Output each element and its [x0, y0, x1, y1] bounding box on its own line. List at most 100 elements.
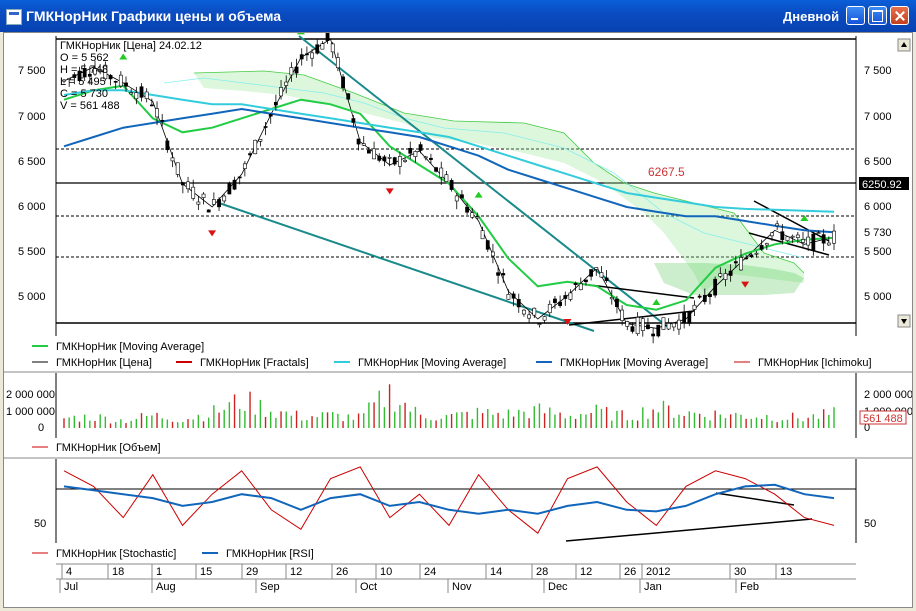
- legend-item: ГМКНорНик [Ichimoku]: [758, 357, 872, 369]
- level-annotation: 6267.5: [648, 165, 685, 179]
- candle-body: [346, 93, 351, 100]
- price-panel[interactable]: ГМКНорНик [Цена] 24.02.12 O = 5 562 H = …: [18, 33, 911, 344]
- candle-body: [398, 156, 402, 167]
- legend-item: ГМКНорНик [Цена]: [56, 357, 152, 369]
- day-label: 18: [112, 566, 124, 578]
- rsi-line: [63, 483, 835, 515]
- candle-body: [563, 295, 568, 299]
- candle-body: [759, 245, 764, 250]
- candle-body: [253, 139, 258, 155]
- candle-body: [811, 233, 816, 251]
- candle-body: [191, 186, 196, 199]
- candle-body: [682, 311, 687, 324]
- day-label: 13: [780, 566, 792, 578]
- candle-body: [351, 118, 356, 123]
- candle-body: [67, 78, 72, 80]
- candle-body: [702, 294, 707, 302]
- month-label: Nov: [452, 581, 472, 593]
- month-label: Oct: [360, 581, 377, 593]
- day-label: 26: [336, 566, 348, 578]
- fractal-up-marker: [474, 191, 483, 198]
- current-price-tag: 6250.92: [862, 179, 902, 191]
- candle-body: [775, 223, 780, 227]
- candle-body: [496, 272, 500, 276]
- chart-window-icon: [6, 9, 22, 25]
- trendline-lower: [218, 202, 595, 332]
- candle-body: [620, 309, 625, 321]
- candle-body: [299, 54, 304, 60]
- day-label: 29: [246, 566, 258, 578]
- month-label: Aug: [156, 581, 176, 593]
- candle-body: [387, 157, 392, 159]
- candle-body: [522, 309, 526, 315]
- ohlc-info-box: ГМКНорНик [Цена] 24.02.12 O = 5 562 H = …: [60, 40, 202, 112]
- candle-body: [542, 316, 547, 321]
- candle-body: [325, 33, 330, 41]
- y-tick: 7 000: [18, 111, 46, 123]
- rsi-trendline-1: [565, 518, 813, 542]
- candle-body: [304, 53, 309, 56]
- candle-body: [175, 162, 180, 175]
- maximize-button[interactable]: [868, 6, 887, 25]
- triangle-line-4: [748, 232, 830, 256]
- candle-body: [408, 147, 413, 154]
- candle-body: [149, 104, 154, 107]
- candle-body: [330, 43, 335, 53]
- candle-body: [124, 82, 128, 87]
- candle-body: [578, 283, 583, 291]
- candle-body: [232, 179, 237, 190]
- candle-body: [315, 44, 320, 54]
- candle-body: [434, 167, 438, 172]
- current-price-tag-bg: [859, 177, 909, 190]
- candle-body: [454, 195, 459, 202]
- candle-body: [294, 66, 299, 74]
- candle-body: [806, 236, 811, 246]
- candle-body: [382, 156, 387, 162]
- candle-body: [227, 182, 232, 195]
- candle-body: [392, 157, 397, 165]
- legend-item: ГМКНорНик [Stochastic]: [56, 548, 176, 560]
- volume-panel[interactable]: 2 000 000 1 000 000 0 2 000 000 1 000 00…: [6, 373, 912, 438]
- candle-body: [460, 194, 464, 199]
- moving-average-blue: [63, 107, 835, 234]
- candle-body: [584, 279, 588, 283]
- candle-body: [72, 74, 77, 78]
- chart-canvas[interactable]: ГМКНорНик [Цена] 24.02.12 O = 5 562 H = …: [4, 33, 912, 607]
- day-label: 12: [580, 566, 592, 578]
- candle-body: [165, 140, 170, 151]
- candle-body: [516, 299, 521, 308]
- candle-body: [268, 114, 273, 117]
- title-bar[interactable]: ГМКНорНик Графики цены и объема Дневной: [0, 0, 916, 32]
- ohlc-header: ГМКНорНик [Цена] 24.02.12: [60, 40, 202, 52]
- price-y-axis-left: 7 500 7 000 6 500 6 000 5 500 5 000: [18, 65, 46, 303]
- candle-body: [129, 92, 134, 95]
- candle-body: [532, 307, 537, 316]
- candle-body: [284, 81, 289, 86]
- price-y-axis-right: 7 500 7 000 6 500 6 000 5 500 5 000 6250…: [859, 65, 909, 303]
- minimize-button[interactable]: [846, 6, 865, 25]
- candle-body: [356, 138, 361, 145]
- candle-body: [656, 324, 661, 337]
- candle-body: [770, 232, 774, 237]
- fractal-down-marker: [741, 281, 750, 288]
- volume-tag: 561 488: [863, 413, 903, 425]
- candle-body: [801, 239, 805, 243]
- candle-body: [470, 212, 475, 218]
- candle-body: [640, 318, 645, 331]
- volume-legend: ГМКНорНик [Объем]: [32, 442, 161, 454]
- chart-client-area[interactable]: ГМКНорНик [Цена] 24.02.12 O = 5 562 H = …: [3, 32, 913, 608]
- oscillator-panel[interactable]: 50 50: [34, 459, 876, 543]
- volume-y-tick: 2 000 000: [6, 389, 55, 401]
- fractal-down-marker: [208, 230, 217, 237]
- candle-body: [553, 298, 557, 303]
- osc-y-tick: 50: [864, 518, 876, 530]
- candle-body: [77, 70, 82, 82]
- candle-body: [180, 182, 185, 186]
- candle-body: [449, 180, 454, 190]
- price-scrollbar[interactable]: [897, 38, 911, 328]
- volume-y-tick: 1 000 000: [6, 406, 55, 418]
- candle-body: [206, 209, 211, 213]
- close-button[interactable]: [890, 6, 909, 25]
- candle-body: [604, 277, 609, 281]
- candle-body: [687, 311, 692, 324]
